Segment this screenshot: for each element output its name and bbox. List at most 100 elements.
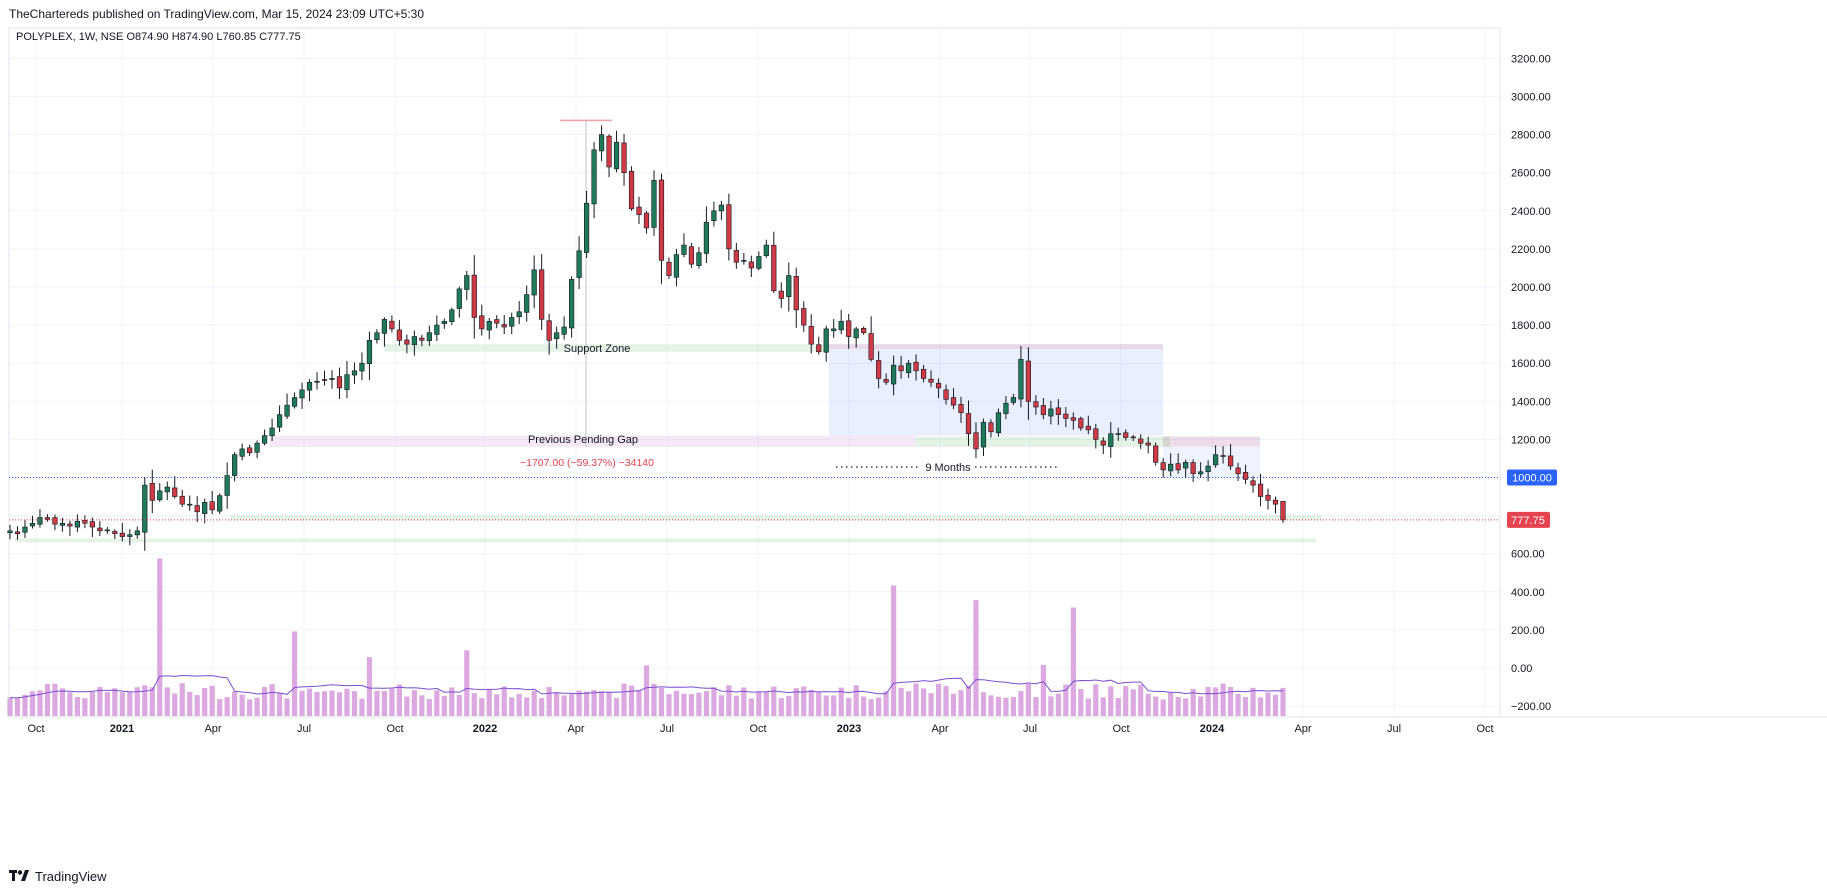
volume-bar [703,690,710,716]
volume-bar [613,698,620,716]
price-tick-label: 3200.00 [1511,53,1551,65]
candle [1138,438,1144,444]
candle [232,454,238,476]
volume-bar [554,692,560,716]
time-tick-label: Oct [27,723,44,735]
candle [591,149,597,205]
volume-bar [1055,693,1061,716]
candle [486,320,492,331]
candle [621,142,627,173]
volume-bar [898,687,904,716]
volume-bar [1198,696,1204,716]
candle [905,362,912,373]
volume-bar [127,692,133,716]
candle [157,490,163,501]
volume-bar [1138,684,1144,716]
volume-bar [426,699,432,716]
candle [868,333,874,360]
candle [539,269,545,320]
time-tick-label: 2024 [1200,723,1225,735]
candle [1272,499,1279,505]
volume-bar [59,688,66,716]
candle [1235,467,1241,474]
volume-bar [1018,691,1024,716]
candle [509,317,515,327]
candle [628,170,635,210]
volume-bar [224,697,230,716]
candle [29,522,36,527]
volume-bar [1078,688,1084,716]
time-tick-label: Oct [1476,723,1493,735]
candle [703,221,710,254]
candle [82,519,88,524]
candle [741,260,747,262]
candle [44,517,51,520]
measure-top-band [829,344,1163,350]
volume-bar [741,687,747,716]
volume-bar [636,690,642,716]
candle [59,522,66,526]
candle [419,337,425,341]
candle [778,290,784,299]
price-tick-label: 2400.00 [1511,206,1551,218]
price-tick-label: 0.00 [1511,663,1532,675]
volume-bar [232,691,238,716]
candle [891,364,897,385]
volume-bar [1108,686,1114,716]
volume-bar [29,691,36,716]
volume-bar [718,695,724,716]
candle [823,328,829,353]
candle [950,397,957,406]
candle [194,505,200,513]
candle [74,521,80,528]
candle [606,135,612,168]
volume-bar [1220,683,1226,716]
publish-text: TheChartereds published on TradingView.c… [9,7,425,21]
candle [1055,407,1061,415]
candle [771,245,777,292]
volume-bar [591,690,597,716]
support-zone-label: Support Zone [564,343,631,355]
volume-bar [531,690,537,716]
volume-bar [733,695,739,716]
candle [254,442,260,453]
volume-bar [1205,686,1211,716]
volume-bar [456,694,462,716]
candle [1018,359,1024,400]
candle [456,288,462,309]
volume-bar [696,692,702,716]
candle [1130,436,1136,439]
candle [1145,442,1151,446]
candle [52,517,58,525]
measure-box-2 [1163,436,1260,478]
volume-bar [950,693,957,716]
candle [876,360,882,379]
volume-bar [995,696,1002,716]
candle [1070,417,1076,421]
volume-bar [142,685,148,716]
volume-bar [344,688,350,716]
candle [524,294,530,313]
volume-bar [1025,683,1031,716]
last-price-label: 777.75 [1511,515,1545,527]
volume-bar [164,687,170,716]
candle [935,382,942,389]
volume-bar [1160,699,1166,716]
volume-bar [1085,698,1091,716]
volume-bar [217,699,223,716]
volume-bar [1257,697,1264,716]
volume-bar [1272,694,1279,716]
volume-bar [905,691,912,716]
price-tick-label: 3000.00 [1511,92,1551,104]
volume-bar [576,690,582,716]
candle [516,311,522,317]
volume-bar [838,687,844,716]
volume-bar [658,687,665,716]
volume-bar [449,687,455,716]
footer-brand[interactable]: TradingView [9,866,107,886]
volume-bar [291,631,298,716]
volume-bar [1265,692,1271,716]
candle [366,340,373,364]
candle [22,526,28,533]
